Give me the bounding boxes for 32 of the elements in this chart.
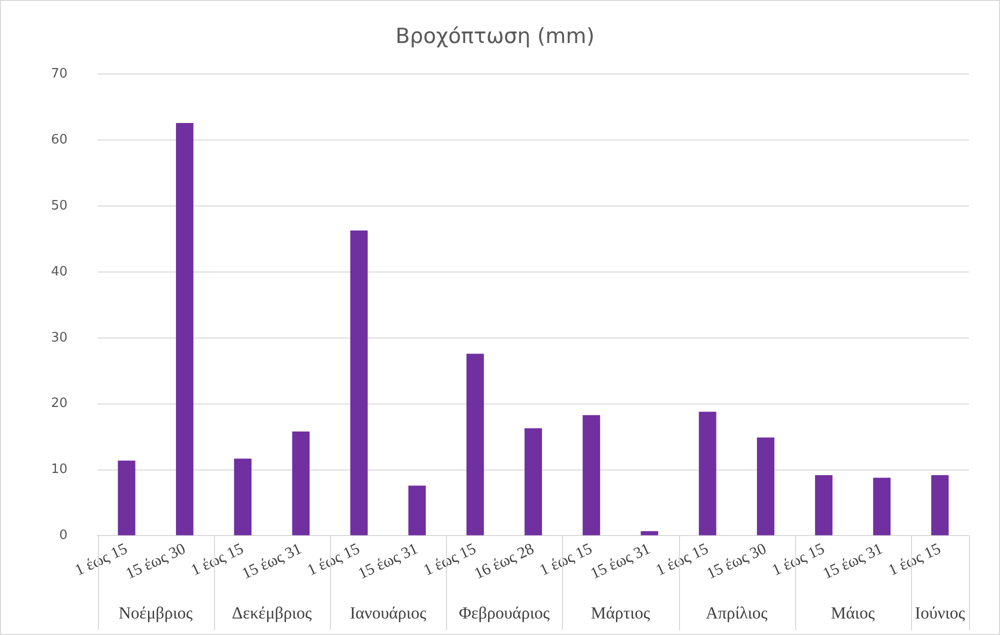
bar: [350, 230, 368, 536]
text: Ιούνιος: [914, 603, 966, 622]
bar: [176, 122, 194, 536]
bar: [118, 460, 136, 536]
y-tick-label: 30: [50, 330, 68, 346]
bar: [466, 354, 484, 536]
text: Φεβρουάριος: [458, 603, 550, 622]
bar: [408, 486, 426, 536]
y-tick-label: 70: [50, 66, 68, 82]
bar: [292, 432, 310, 536]
y-tick-label: 60: [50, 132, 68, 148]
bar: [873, 478, 891, 536]
y-tick-label: 50: [50, 198, 68, 214]
bar: [698, 412, 716, 536]
y-tick-label: 10: [50, 462, 68, 478]
bar: [931, 475, 949, 536]
bar: [756, 437, 774, 536]
bar: [640, 531, 658, 536]
text: Μάρτιος: [590, 603, 650, 622]
y-tick-label: 0: [59, 528, 68, 544]
chart-title: Βροχόπτωση (mm): [395, 24, 595, 48]
text: Απρίλιος: [706, 603, 768, 622]
bar: [815, 475, 832, 536]
text: Νοέμβριος: [118, 603, 193, 622]
y-tick-label: 40: [50, 264, 68, 280]
text: Ιανουάριος: [350, 603, 426, 622]
bar: [234, 458, 252, 536]
y-tick-label: 20: [50, 396, 68, 412]
text: Δεκέμβριος: [232, 603, 312, 622]
bar: [582, 415, 600, 536]
bar: [524, 428, 542, 536]
text: Μάιος: [830, 603, 875, 622]
